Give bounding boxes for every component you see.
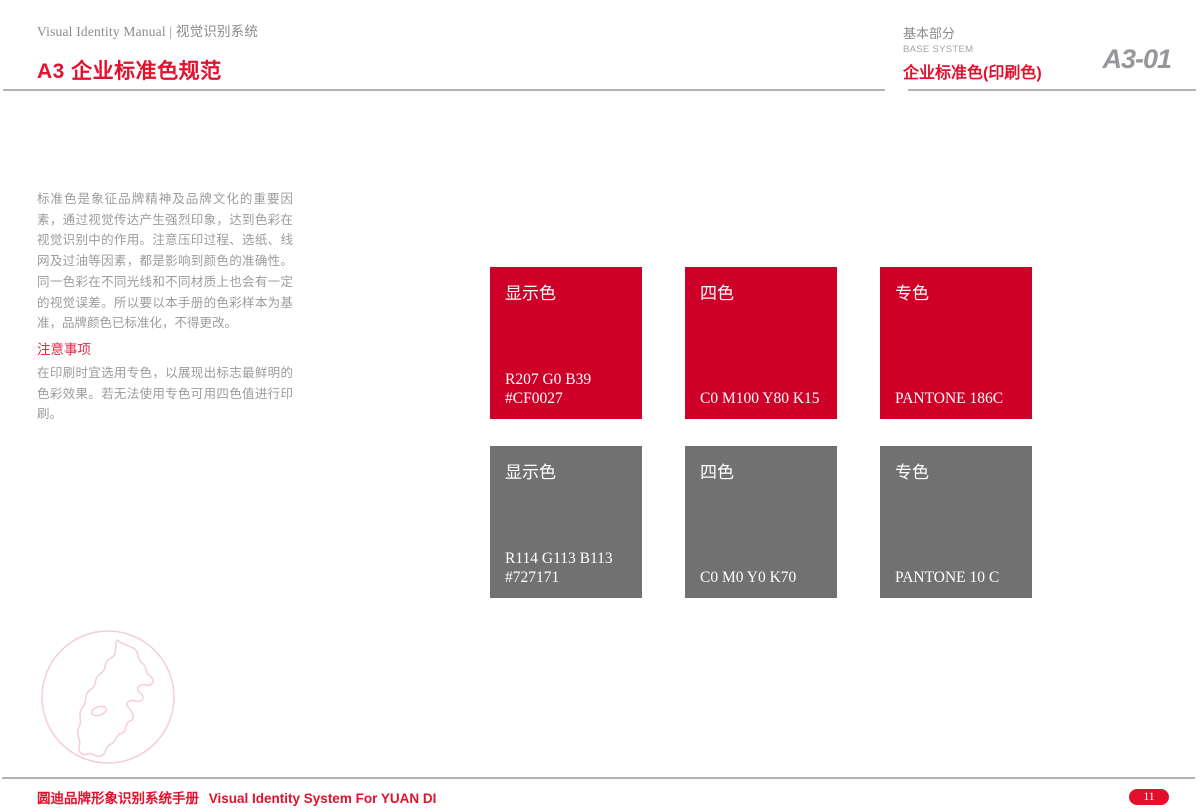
swatch-values: C0 M0 Y0 K70 — [700, 568, 831, 587]
swatch-type-label: 四色 — [700, 284, 734, 303]
footer-text-en: Visual Identity System For YUAN DI — [208, 791, 437, 806]
header-rule-left — [3, 89, 885, 91]
swatch-value-line: R114 G113 B113 — [505, 550, 613, 567]
swatch-cmyk-red: 四色 C0 M100 Y80 K15 — [685, 267, 837, 419]
swatch-value-line: R207 G0 B39 — [505, 371, 592, 388]
swatch-pantone-gray: 专色 PANTONE 10 C — [880, 446, 1032, 598]
swatch-cmyk-gray: 四色 C0 M0 Y0 K70 — [685, 446, 837, 598]
swatch-pantone-red: 专色 PANTONE 186C — [880, 267, 1032, 419]
header-right: 基本部分 BASE SYSTEM 企业标准色(印刷色) — [903, 23, 1042, 83]
swatch-value-line: C0 M100 Y80 K15 — [700, 390, 820, 407]
intro-paragraph: 标准色是象征品牌精神及品牌文化的重要因素，通过视觉传达产生强烈印象，达到色彩在视… — [37, 192, 293, 331]
section-name-en: BASE SYSTEM — [903, 44, 974, 55]
swatch-type-label: 四色 — [700, 463, 734, 482]
swatch-values: C0 M100 Y80 K15 — [700, 389, 831, 408]
swatch-values: PANTONE 186C — [895, 389, 1026, 408]
swatch-values: R207 G0 B39 #CF0027 — [505, 370, 636, 408]
page-code: A3-01 — [1102, 44, 1172, 74]
footer-rule — [2, 777, 1195, 779]
swatch-value-line: #CF0027 — [505, 390, 563, 407]
footer-text-cn: 圆迪品牌形象识别系统手册 — [37, 791, 199, 806]
section-subtitle: 企业标准色(印刷色) — [903, 65, 1042, 82]
swatch-value-line: PANTONE 10 C — [895, 569, 1000, 586]
swatch-value-line: C0 M0 Y0 K70 — [700, 569, 797, 586]
swatch-type-label: 专色 — [895, 284, 929, 303]
swatch-values: R114 G113 B113 #727171 — [505, 549, 636, 587]
header-left: Visual Identity Manual | 视觉识别系统 A3 企业标准色… — [37, 20, 258, 85]
swatch-type-label: 显示色 — [505, 463, 556, 482]
header-rule-right — [908, 89, 1196, 91]
swatch-value-line: #727171 — [505, 569, 560, 586]
swatch-value-line: PANTONE 186C — [895, 390, 1004, 407]
section-name-cn: 基本部分 — [903, 26, 956, 41]
swatch-type-label: 显示色 — [505, 284, 556, 303]
swatch-display-red: 显示色 R207 G0 B39 #CF0027 — [490, 267, 642, 419]
brand-logo-outline-icon — [41, 630, 175, 764]
footer-text: 圆迪品牌形象识别系统手册 Visual Identity System For … — [37, 787, 436, 807]
swatch-type-label: 专色 — [895, 463, 929, 482]
manual-title: Visual Identity Manual | 视觉识别系统 — [37, 24, 259, 39]
notes-text: 在印刷时宜选用专色，以展现出标志最鲜明的色彩效果。若无法使用专色可用四色值进行印… — [37, 366, 293, 422]
swatch-display-gray: 显示色 R114 G113 B113 #727171 — [490, 446, 642, 598]
page-title: A3 企业标准色规范 — [37, 60, 222, 83]
swatch-grid: 显示色 R207 G0 B39 #CF0027 四色 C0 M100 Y80 K… — [490, 267, 1032, 598]
notes-heading: 注意事项 — [37, 342, 91, 357]
swatch-values: PANTONE 10 C — [895, 568, 1026, 587]
page-number-badge: 11 — [1129, 789, 1169, 805]
